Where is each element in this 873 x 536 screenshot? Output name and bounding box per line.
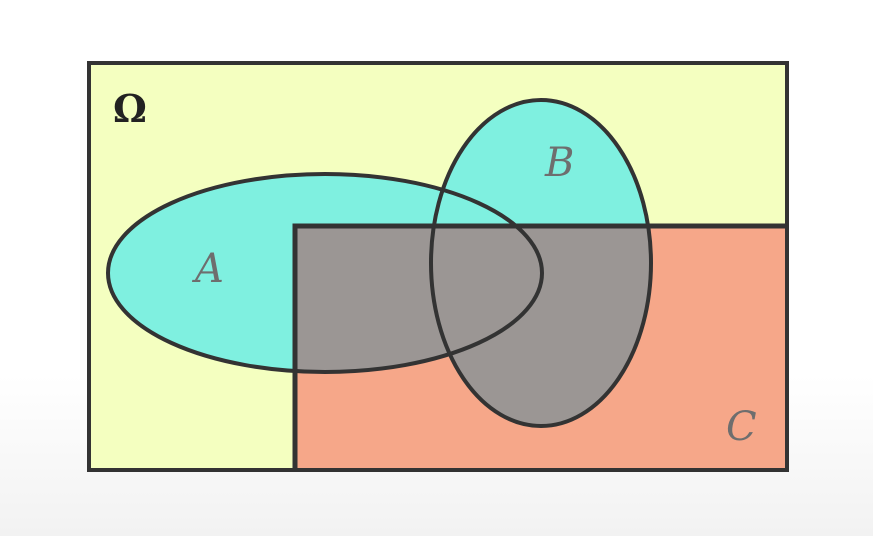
set-c-label: C [726, 404, 757, 450]
universe-border [87, 61, 789, 472]
set-b-outline [429, 98, 653, 428]
set-c-outline [292, 223, 787, 470]
set-a-label: A [191, 246, 224, 292]
set-a-outline [106, 172, 544, 374]
omega-label: Ω [113, 86, 147, 131]
set-b-label: B [544, 140, 574, 186]
overlap-b-and-c [431, 226, 651, 426]
